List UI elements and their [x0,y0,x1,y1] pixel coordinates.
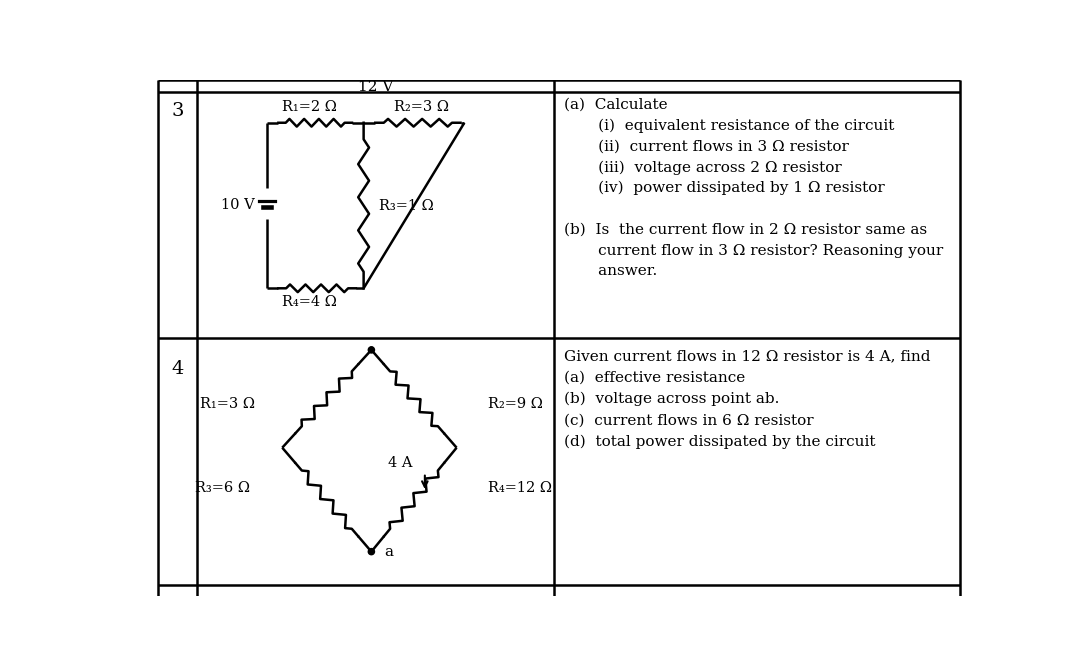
Text: R₁=3 Ω: R₁=3 Ω [200,397,255,411]
Text: R₂=3 Ω: R₂=3 Ω [394,100,449,115]
Circle shape [368,347,375,353]
Text: (b)  voltage across point ab.: (b) voltage across point ab. [564,392,779,407]
Text: answer.: answer. [564,265,657,278]
Text: 4 A: 4 A [388,456,413,470]
Text: (d)  total power dissipated by the circuit: (d) total power dissipated by the circui… [564,435,875,450]
Text: (a)  effective resistance: (a) effective resistance [564,371,745,385]
Text: (iii)  voltage across 2 Ω resistor: (iii) voltage across 2 Ω resistor [564,160,841,175]
Circle shape [368,549,375,555]
Text: R₂=9 Ω: R₂=9 Ω [488,397,542,411]
Text: 3: 3 [172,103,184,120]
Text: 10 V: 10 V [221,198,255,212]
Text: a: a [383,545,393,559]
Text: R₃=6 Ω: R₃=6 Ω [194,482,249,496]
Text: (ii)  current flows in 3 Ω resistor: (ii) current flows in 3 Ω resistor [564,139,849,153]
Text: (b)  Is  the current flow in 2 Ω resistor same as: (b) Is the current flow in 2 Ω resistor … [564,223,927,237]
Text: R₁=2 Ω: R₁=2 Ω [282,100,337,115]
Text: 4: 4 [172,360,184,378]
Text: R₄=12 Ω: R₄=12 Ω [488,482,552,496]
Text: 12 V: 12 V [357,80,393,94]
Text: (iv)  power dissipated by 1 Ω resistor: (iv) power dissipated by 1 Ω resistor [564,181,885,196]
Text: (a)  Calculate: (a) Calculate [564,98,667,112]
Text: (c)  current flows in 6 Ω resistor: (c) current flows in 6 Ω resistor [564,414,813,427]
Text: Given current flows in 12 Ω resistor is 4 A, find: Given current flows in 12 Ω resistor is … [564,349,930,363]
Text: R₄=4 Ω: R₄=4 Ω [282,295,337,309]
Text: R₃=1 Ω: R₃=1 Ω [379,199,434,213]
Text: current flow in 3 Ω resistor? Reasoning your: current flow in 3 Ω resistor? Reasoning … [564,244,943,257]
Text: (i)  equivalent resistance of the circuit: (i) equivalent resistance of the circuit [564,119,894,133]
